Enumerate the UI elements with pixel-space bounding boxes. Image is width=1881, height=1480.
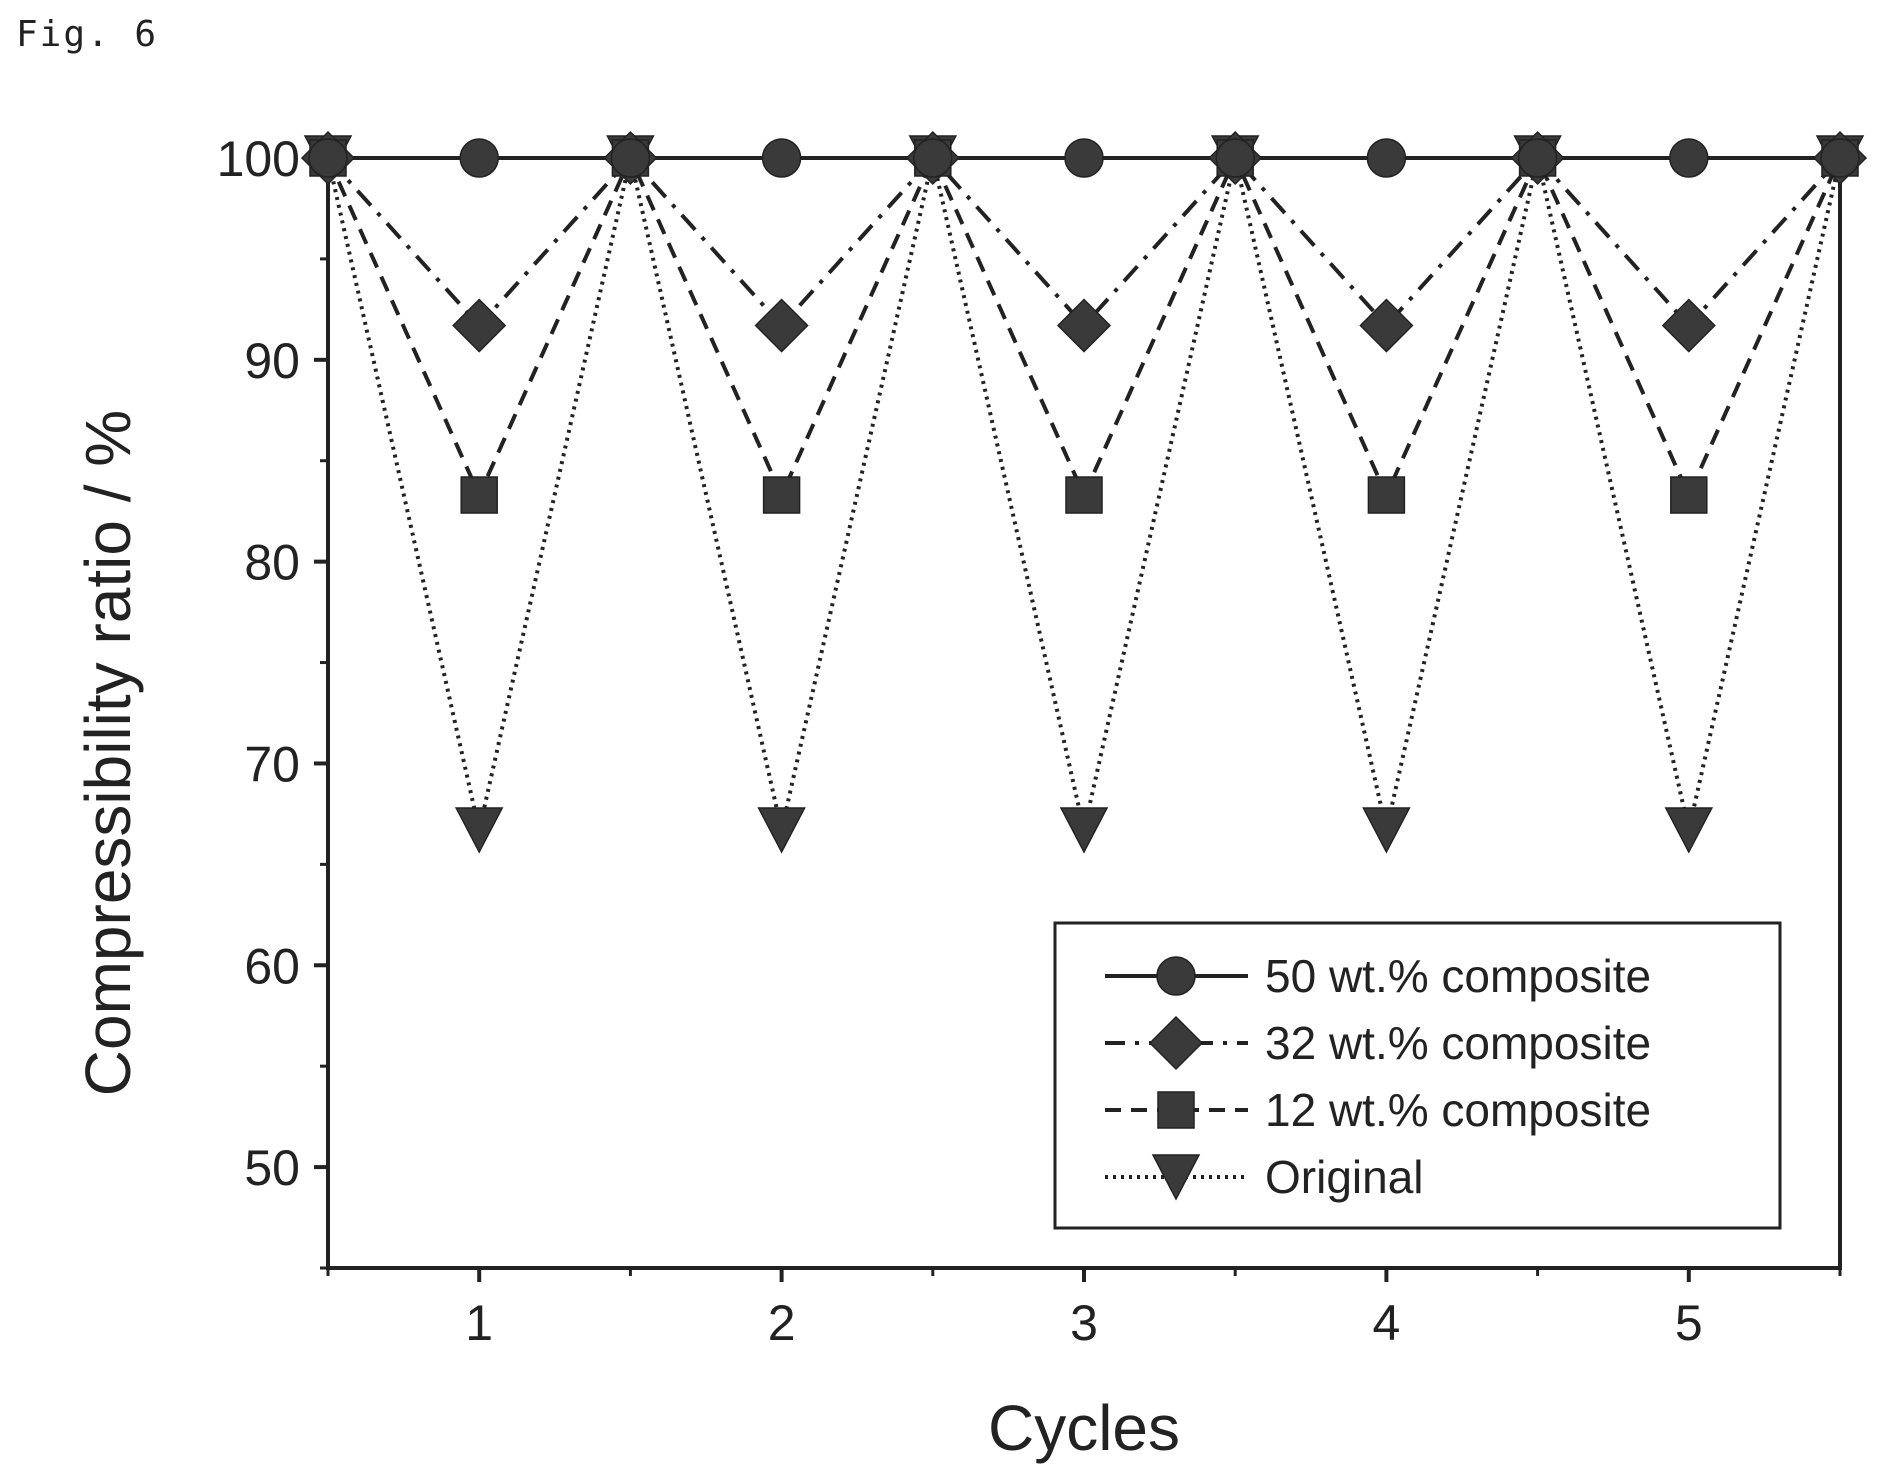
series-1-point-9 [1661, 298, 1716, 353]
legend-marker-0 [1156, 956, 1196, 996]
y-tick-label-60: 60 [244, 938, 300, 994]
series-3-point-9 [1664, 807, 1714, 854]
figure-label: Fig. 6 [16, 14, 159, 55]
series-0-point-6 [1215, 138, 1255, 178]
x-tick-label-5: 5 [1675, 1295, 1703, 1351]
series-0-point-1 [459, 138, 499, 178]
legend-marker-1 [1148, 1015, 1204, 1071]
x-tick-label-2: 2 [768, 1295, 796, 1351]
y-tick-label-70: 70 [244, 736, 300, 792]
legend-marker-2 [1157, 1091, 1195, 1129]
series-1-point-3 [754, 298, 809, 353]
legend: 50 wt.% composite 32 wt.% composite 12 wt.… [1053, 921, 1782, 1230]
series-0-point-9 [1669, 138, 1709, 178]
series-markers [300, 130, 1868, 854]
legend-label-3: Original [1265, 1151, 1424, 1203]
series-line-1 [326, 156, 1842, 328]
legend-label-1: 32 wt.% composite [1265, 1017, 1651, 1069]
y-axis-title: Compressibility ratio / % [72, 410, 144, 1096]
series-2-point-7 [1367, 476, 1406, 514]
x-axis-title: Cycles [988, 1392, 1180, 1464]
x-tick-label-1: 1 [465, 1295, 493, 1351]
y-tick-label-50: 50 [244, 1140, 300, 1196]
y-tick-label-90: 90 [244, 333, 300, 389]
axes: 50 60 70 80 90 100 1 2 3 4 5 [217, 131, 1842, 1351]
x-tick-label-3: 3 [1070, 1295, 1098, 1351]
series-0-point-3 [761, 138, 802, 178]
series-3-point-1 [454, 807, 504, 854]
series-0-point-0 [308, 138, 348, 178]
series-0-point-4 [913, 138, 953, 178]
series-1-point-7 [1359, 298, 1414, 353]
legend-marker-3 [1151, 1154, 1201, 1201]
series-3-point-7 [1362, 807, 1411, 854]
series-0-point-8 [1517, 138, 1558, 178]
series-2-point-1 [460, 476, 498, 514]
series-1-point-1 [452, 298, 507, 353]
series-3-point-5 [1059, 807, 1109, 854]
y-tick-label-80: 80 [244, 535, 300, 591]
legend-label-2: 12 wt.% composite [1265, 1084, 1651, 1136]
series-0-point-5 [1064, 138, 1104, 178]
legend-label-0: 50 wt.% composite [1265, 950, 1651, 1002]
series-0-point-2 [610, 138, 651, 178]
series-0-point-10 [1820, 138, 1860, 178]
series-2-point-3 [762, 476, 801, 514]
x-tick-label-4: 4 [1372, 1295, 1400, 1351]
series-1-point-5 [1056, 298, 1112, 353]
y-tick-label-100: 100 [217, 131, 300, 187]
series-2-point-5 [1065, 476, 1103, 514]
series-2-point-9 [1670, 476, 1708, 514]
series-0-point-7 [1366, 138, 1407, 178]
series-3-point-3 [757, 807, 806, 854]
